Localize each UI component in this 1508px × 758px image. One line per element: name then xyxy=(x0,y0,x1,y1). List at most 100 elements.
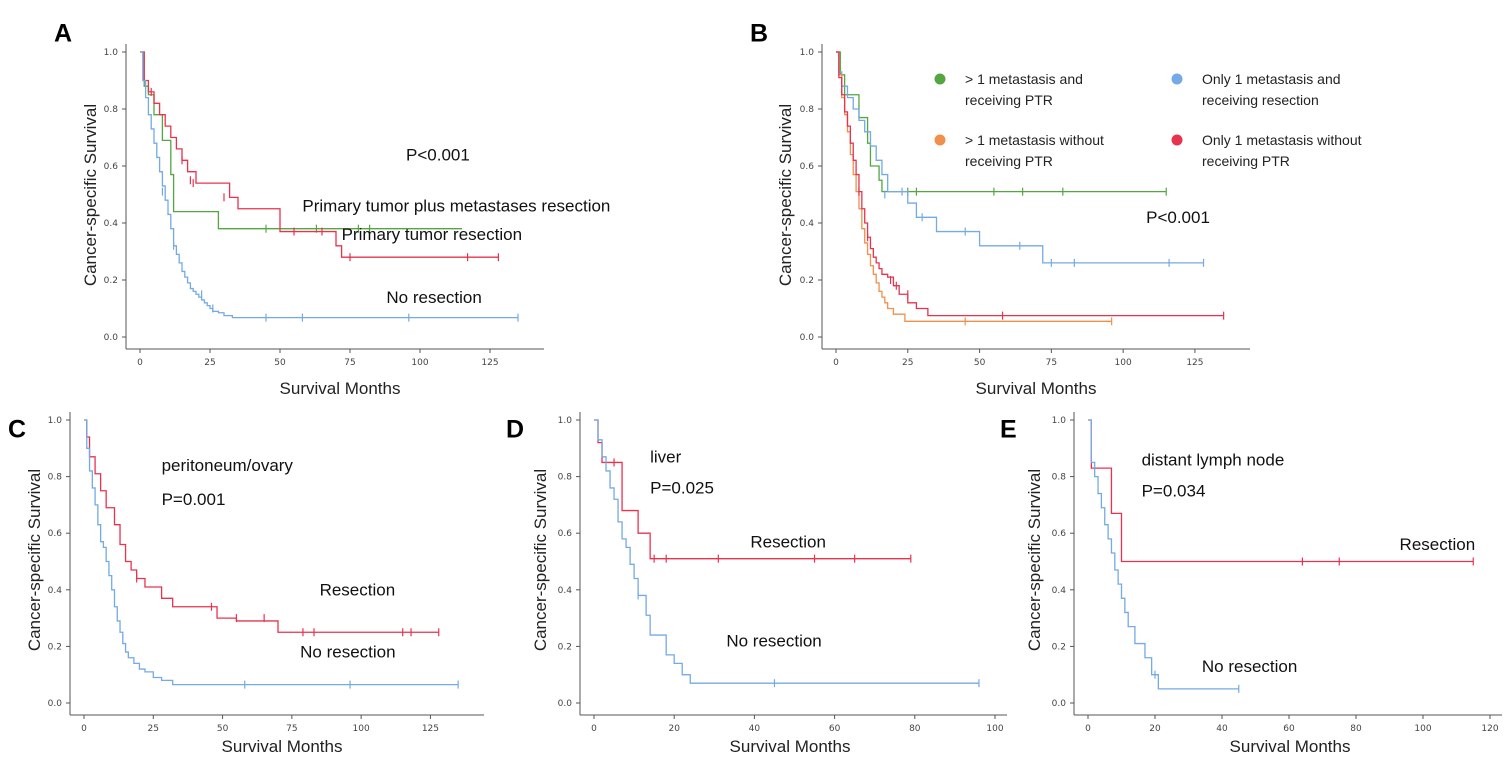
y-axis-label: Cancer-specific Survival xyxy=(1025,469,1044,651)
panel-label: B xyxy=(750,20,768,48)
y-tick-label: 0.2 xyxy=(800,276,814,286)
y-tick-label: 0.2 xyxy=(1052,642,1066,652)
annotation: Primary tumor resection xyxy=(342,225,522,244)
panel-label: E xyxy=(1000,416,1017,444)
x-tick-label: 0 xyxy=(1085,724,1091,734)
annotation: No resection xyxy=(386,288,481,307)
annotation: liver xyxy=(650,447,682,466)
km-curve-red xyxy=(594,419,911,560)
annotation: Resection xyxy=(320,580,396,599)
x-tick-label: 75 xyxy=(344,358,355,368)
x-axis-label: Survival Months xyxy=(730,737,851,756)
legend-label: Only 1 metastasis and xyxy=(1202,71,1341,87)
y-tick-label: 0.6 xyxy=(104,162,119,172)
legend-label: > 1 metastasis without xyxy=(965,132,1104,148)
x-tick-label: 25 xyxy=(902,358,913,368)
legend-marker-blue xyxy=(1171,73,1183,85)
y-axis-label: Cancer-specific Survival xyxy=(25,469,44,651)
y-tick-label: 0.8 xyxy=(558,473,573,483)
legend-label: receiving PTR xyxy=(1202,153,1290,169)
x-axis-label: Survival Months xyxy=(222,737,343,756)
x-tick-label: 25 xyxy=(204,358,215,368)
km-curve-green xyxy=(836,51,1167,193)
y-tick-label: 0.6 xyxy=(48,529,63,539)
panel-a: A 0.0 0.2 0.4 0.6 0.8 1.0 0 25 50 75 100 125 Survival… xyxy=(54,20,610,398)
x-axis-label: Survival Months xyxy=(976,379,1097,398)
x-tick-label: 40 xyxy=(1216,724,1228,734)
legend-marker-orange xyxy=(934,134,946,146)
annotation: peritoneum/ovary xyxy=(162,456,294,475)
x-tick-label: 120 xyxy=(1481,724,1498,734)
annotation: Resection xyxy=(1400,535,1476,554)
y-tick-label: 1.0 xyxy=(48,416,63,426)
annotation: No resection xyxy=(1202,657,1297,676)
panel-label: D xyxy=(506,416,524,444)
y-tick-label: 0.4 xyxy=(800,219,815,229)
panel-e: E 0.0 0.2 0.4 0.6 0.8 1.0 0 20 40 60 80 100 120 Surviv… xyxy=(1000,412,1502,756)
x-tick-label: 100 xyxy=(411,358,428,368)
y-tick-label: 0.8 xyxy=(800,105,815,115)
annotation: No resection xyxy=(300,643,395,662)
x-tick-label: 0 xyxy=(137,358,143,368)
y-axis-label: Cancer-specific Survival xyxy=(81,104,100,286)
km-curve-blue xyxy=(836,51,1204,264)
y-tick-label: 0.2 xyxy=(558,642,572,652)
y-tick-label: 0.4 xyxy=(1052,586,1067,596)
x-axis-label: Survival Months xyxy=(1230,737,1351,756)
x-tick-label: 125 xyxy=(1186,358,1203,368)
panel-label: A xyxy=(54,20,72,48)
x-tick-label: 125 xyxy=(422,724,439,734)
annotation: P=0.034 xyxy=(1142,481,1206,500)
x-tick-label: 75 xyxy=(286,724,297,734)
y-tick-label: 0.2 xyxy=(104,276,118,286)
x-axis-label: Survival Months xyxy=(280,379,401,398)
km-curve-blue xyxy=(1088,419,1239,690)
y-tick-label: 0.6 xyxy=(800,162,815,172)
y-tick-label: 1.0 xyxy=(558,416,573,426)
y-tick-label: 0.4 xyxy=(558,586,573,596)
x-tick-label: 50 xyxy=(974,358,986,368)
panel-c: C 0.0 0.2 0.4 0.6 0.8 1.0 0 25 50 75 100 125 Survival… xyxy=(8,412,484,756)
x-tick-label: 125 xyxy=(481,358,498,368)
km-curve-green xyxy=(140,51,462,230)
x-tick-label: 80 xyxy=(1350,724,1362,734)
x-tick-label: 20 xyxy=(1149,724,1161,734)
km-curve-red xyxy=(836,51,1224,317)
y-tick-label: 0.2 xyxy=(48,642,62,652)
y-tick-label: 0.6 xyxy=(1052,529,1067,539)
x-tick-label: 0 xyxy=(833,358,839,368)
y-tick-label: 1.0 xyxy=(1052,416,1067,426)
y-tick-label: 1.0 xyxy=(104,48,119,58)
legend-marker-green xyxy=(934,73,946,85)
annotation: distant lymph node xyxy=(1142,450,1285,469)
km-curve-blue xyxy=(84,419,459,686)
y-tick-label: 0.0 xyxy=(104,333,119,343)
y-tick-label: 0.8 xyxy=(1052,473,1067,483)
y-tick-label: 0.4 xyxy=(104,219,119,229)
km-curve-red xyxy=(84,419,439,633)
annotation: No resection xyxy=(726,631,821,650)
legend-label: > 1 metastasis and xyxy=(965,71,1083,87)
legend-marker-red xyxy=(1171,134,1183,146)
y-tick-label: 0.4 xyxy=(48,586,63,596)
x-tick-label: 100 xyxy=(986,724,1003,734)
panel-d: D 0.0 0.2 0.4 0.6 0.8 1.0 0 20 40 60 80 100 Survival … xyxy=(506,412,1007,756)
y-tick-label: 0.6 xyxy=(558,529,573,539)
x-tick-label: 100 xyxy=(1115,358,1132,368)
legend-label: receiving PTR xyxy=(965,153,1053,169)
y-tick-label: 0.0 xyxy=(48,699,63,709)
y-tick-label: 0.8 xyxy=(104,105,119,115)
legend-label: Only 1 metastasis without xyxy=(1202,132,1362,148)
x-tick-label: 100 xyxy=(1414,724,1431,734)
km-curve-blue xyxy=(594,419,979,684)
y-tick-label: 1.0 xyxy=(800,48,815,58)
x-tick-label: 0 xyxy=(591,724,597,734)
y-tick-label: 0.8 xyxy=(48,473,63,483)
x-tick-label: 40 xyxy=(749,724,761,734)
x-tick-label: 50 xyxy=(274,358,286,368)
y-tick-label: 0.0 xyxy=(558,699,573,709)
x-tick-label: 80 xyxy=(909,724,921,734)
x-tick-label: 60 xyxy=(829,724,841,734)
panel-label: C xyxy=(8,416,26,444)
